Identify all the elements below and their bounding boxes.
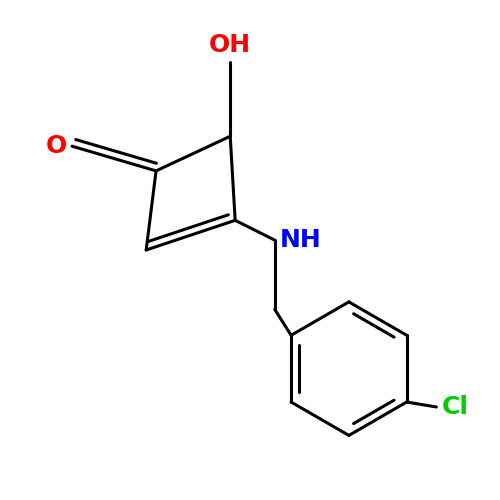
Text: O: O [46, 134, 67, 158]
Text: NH: NH [280, 228, 322, 252]
Text: Cl: Cl [442, 395, 468, 419]
Text: OH: OH [209, 33, 252, 57]
